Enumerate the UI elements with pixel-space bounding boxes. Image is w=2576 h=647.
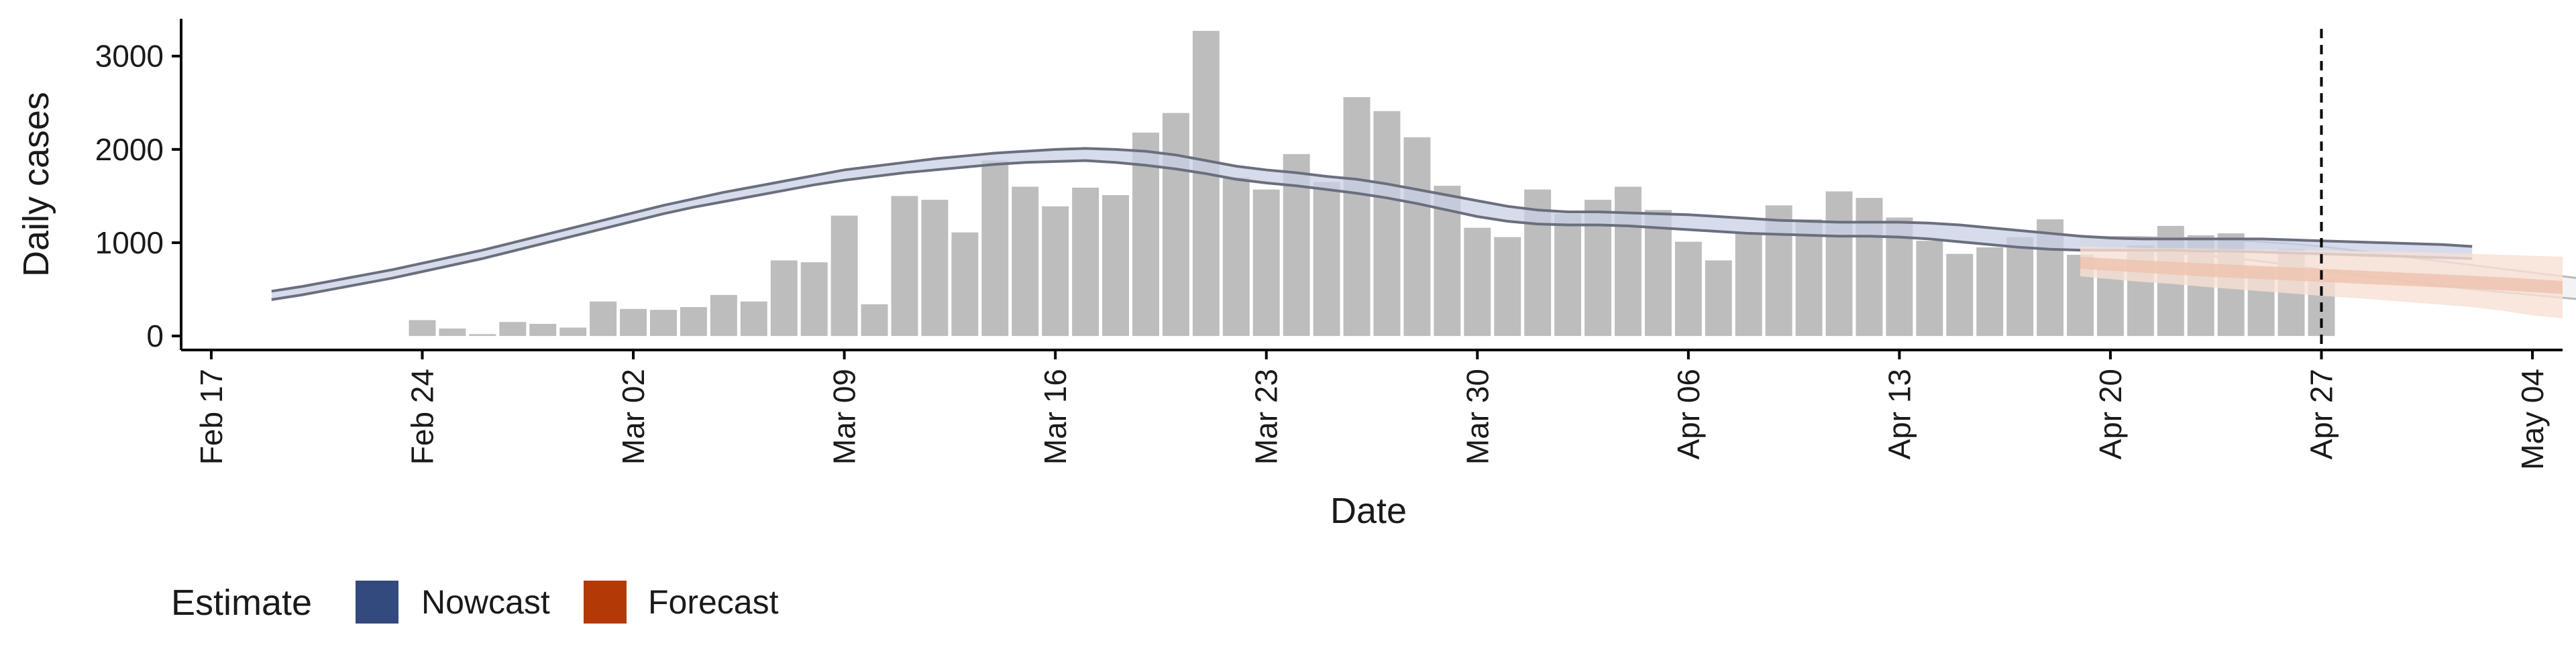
y-tick-label: 3000 [95,39,164,74]
y-tick-label: 0 [146,318,164,353]
nowcast-upper-line [271,147,2473,293]
case-bar [620,308,647,337]
case-bar [1856,198,1883,337]
case-bar [1192,31,1220,337]
case-bar [800,262,828,337]
case-bar [590,301,617,337]
case-bar [1554,213,1582,337]
legend: Estimate Nowcast Forecast [171,581,779,624]
case-bar [1614,186,1642,337]
x-axis-title: Date [1330,491,1407,531]
x-tick-label: Apr 06 [1671,369,1706,460]
case-bar [740,301,767,337]
legend-label-forecast: Forecast [648,583,779,621]
x-tick-label: Apr 27 [2304,369,2339,460]
case-bar [1162,113,1189,337]
y-axis-title: Daily cases [16,92,56,277]
case-bar [469,334,496,337]
bars-layer [409,31,2335,337]
legend-swatch-forecast [584,581,627,624]
x-tick-label: May 04 [2515,369,2550,470]
case-bar [1343,97,1371,337]
case-bar [1976,247,2004,337]
x-tick-label: Apr 20 [2093,369,2128,460]
case-bar [680,306,707,337]
y-tick-label: 1000 [95,225,164,260]
case-bar [981,160,1009,337]
case-bar [499,322,527,337]
case-bar [1494,237,1521,337]
case-bar [1403,137,1431,337]
case-bar [830,215,858,337]
case-bar [710,294,737,337]
legend-label-nowcast: Nowcast [421,583,550,621]
case-bar [439,328,466,337]
x-tick-label: Mar 16 [1038,369,1073,465]
case-bar [409,320,436,337]
x-tick-label: Feb 17 [194,369,229,465]
case-bar [1946,253,1974,337]
case-bar [2006,237,2034,337]
case-bar [891,196,918,337]
x-tick-label: Apr 13 [1882,369,1917,460]
y-tick-label: 2000 [95,132,164,167]
case-bar [1644,210,1672,337]
case-bar [1012,186,1039,337]
case-bar [1825,191,1853,337]
case-bar [1222,177,1250,337]
case-bar [1042,206,1069,337]
case-bar [1795,219,1823,337]
x-tick-label: Mar 30 [1460,369,1495,465]
case-bar [861,304,888,337]
case-bar [770,260,798,337]
case-bar [1102,195,1130,337]
legend-swatch-nowcast [356,581,398,624]
case-bar [1252,189,1280,337]
case-bar [1705,260,1732,337]
case-bar [1916,241,1943,337]
case-bar [1674,241,1702,337]
x-tick-label: Mar 23 [1249,369,1284,465]
case-bar [559,327,587,337]
case-bar [1373,111,1401,337]
case-bar [921,199,949,337]
x-tick-label: Feb 24 [405,369,439,465]
x-tick-label: Mar 02 [616,369,651,465]
case-bar [650,310,677,337]
x-tick-label: Mar 09 [827,369,862,465]
case-bar [1464,227,1491,337]
axes-layer: 0 1000 2000 3000 Feb 17 Feb 24 Mar 02 Mar 09 Mar… [95,19,2563,470]
legend-title: Estimate [171,583,312,623]
case-bar [951,232,979,337]
case-bar [529,324,557,337]
case-bar [1735,233,1762,337]
case-bar [1313,182,1340,337]
case-bar [1072,187,1099,337]
